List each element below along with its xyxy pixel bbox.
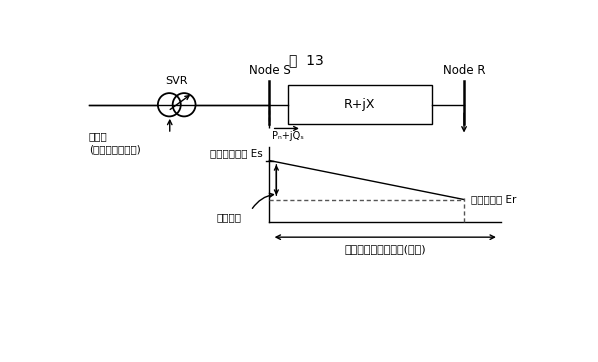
Text: 整定値: 整定値: [89, 131, 108, 141]
Text: SVR: SVR: [166, 76, 188, 86]
Text: (制御パラメータ): (制御パラメータ): [89, 144, 141, 154]
Text: 電圧降下: 電圧降下: [216, 212, 242, 223]
Text: Pₙ+jQₛ: Pₙ+jQₛ: [271, 131, 304, 141]
Text: 線路インピーダンス(距離): 線路インピーダンス(距離): [344, 244, 426, 254]
Text: 負荷点電圧 Er: 負荷点電圧 Er: [471, 194, 517, 205]
Bar: [288, 85, 432, 124]
Text: R+jX: R+jX: [344, 98, 376, 111]
Text: Node R: Node R: [443, 64, 486, 77]
Text: 図  13: 図 13: [289, 53, 324, 67]
Text: Node S: Node S: [249, 64, 290, 77]
Text: 送り出し電圧 Es: 送り出し電圧 Es: [210, 148, 263, 158]
